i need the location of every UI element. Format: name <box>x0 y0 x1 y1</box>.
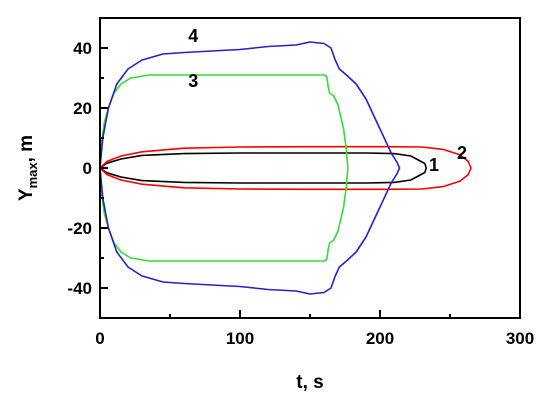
curve-2 <box>99 145 472 191</box>
x-tick-label: 200 <box>366 329 394 348</box>
x-axis-title: t, s <box>296 372 323 393</box>
y-tick-label: -20 <box>67 219 92 238</box>
y-tick-label: -40 <box>67 279 92 298</box>
curves <box>99 41 472 295</box>
axis-tick-labels: 0 100 200 300 -40 -20 0 20 40 <box>67 39 534 348</box>
y-tick-label: 0 <box>83 159 92 178</box>
curve-label-3: 3 <box>188 71 198 91</box>
x-tick-label: 300 <box>506 329 534 348</box>
plot-frame <box>99 17 521 319</box>
y-tick-label: 20 <box>73 99 92 118</box>
curve-3 <box>99 74 349 262</box>
y-axis-title-main: Y <box>16 188 37 201</box>
y-tick-label: 40 <box>73 39 92 58</box>
x-tick-label: 100 <box>226 329 254 348</box>
x-tick-label: 0 <box>95 329 104 348</box>
curve-labels: 12 3 4 <box>188 26 467 175</box>
curve-label-2: 2 <box>457 143 467 163</box>
y-axis-title-suffix: , m <box>16 135 37 162</box>
y-axis-title: Ymax, m <box>16 135 40 201</box>
curve-label-4: 4 <box>188 26 198 46</box>
y-axis-title-sub: max <box>25 162 40 189</box>
curve-1 <box>99 152 427 184</box>
axis-ticks <box>99 17 521 319</box>
curve-label-1: 1 <box>429 155 439 175</box>
curve-4 <box>99 41 401 295</box>
